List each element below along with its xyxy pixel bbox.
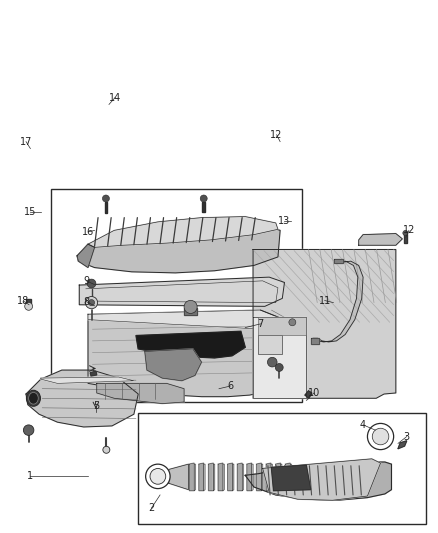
Circle shape	[146, 464, 170, 489]
Circle shape	[184, 300, 197, 313]
Text: 16: 16	[82, 227, 94, 237]
Polygon shape	[253, 317, 306, 398]
Polygon shape	[404, 233, 407, 243]
Circle shape	[103, 446, 110, 453]
Bar	[51, 189, 302, 402]
Text: 11: 11	[318, 295, 331, 305]
Text: 6: 6	[227, 381, 233, 391]
Polygon shape	[261, 464, 263, 491]
Polygon shape	[311, 338, 319, 344]
Circle shape	[276, 364, 283, 372]
Text: 8: 8	[83, 296, 89, 306]
Polygon shape	[237, 463, 242, 491]
Circle shape	[150, 469, 166, 484]
Polygon shape	[77, 224, 280, 273]
Polygon shape	[305, 391, 311, 398]
Text: 9: 9	[83, 276, 89, 286]
Circle shape	[85, 296, 98, 309]
Polygon shape	[233, 464, 234, 491]
Polygon shape	[169, 464, 188, 490]
Text: 12: 12	[403, 225, 415, 236]
Polygon shape	[26, 370, 138, 427]
Text: 17: 17	[20, 136, 32, 147]
Polygon shape	[145, 349, 201, 381]
Circle shape	[87, 279, 96, 288]
Polygon shape	[359, 233, 403, 245]
Polygon shape	[247, 463, 252, 491]
Polygon shape	[194, 464, 195, 491]
Polygon shape	[218, 463, 223, 491]
Polygon shape	[90, 371, 97, 376]
Circle shape	[25, 302, 32, 310]
Polygon shape	[199, 463, 204, 491]
Text: 4: 4	[360, 420, 366, 430]
Text: 3: 3	[404, 432, 410, 441]
Text: 7: 7	[258, 319, 264, 329]
Text: 13: 13	[278, 216, 290, 227]
Polygon shape	[252, 464, 253, 491]
Circle shape	[289, 319, 296, 326]
Polygon shape	[79, 277, 285, 306]
Polygon shape	[88, 310, 285, 397]
Polygon shape	[223, 464, 224, 491]
Polygon shape	[276, 463, 281, 491]
Ellipse shape	[26, 390, 40, 406]
Polygon shape	[202, 201, 205, 212]
Polygon shape	[242, 464, 244, 491]
Text: 14: 14	[109, 93, 121, 102]
Polygon shape	[88, 310, 285, 329]
Circle shape	[372, 428, 389, 445]
Circle shape	[403, 230, 408, 236]
Polygon shape	[77, 244, 95, 268]
Text: 15: 15	[24, 207, 36, 217]
Polygon shape	[263, 459, 381, 500]
Polygon shape	[272, 465, 311, 491]
Polygon shape	[398, 441, 407, 449]
Polygon shape	[313, 261, 363, 342]
Polygon shape	[204, 464, 205, 491]
Polygon shape	[41, 377, 134, 383]
Bar	[138, 413, 426, 524]
Polygon shape	[271, 464, 272, 491]
Polygon shape	[266, 463, 271, 491]
Polygon shape	[245, 462, 392, 500]
Text: 18: 18	[17, 296, 29, 306]
Ellipse shape	[28, 392, 38, 404]
Bar	[258, 335, 283, 354]
Circle shape	[88, 300, 95, 306]
Circle shape	[268, 357, 277, 367]
Polygon shape	[26, 300, 31, 304]
Polygon shape	[257, 463, 261, 491]
Circle shape	[23, 425, 34, 435]
Polygon shape	[136, 332, 245, 358]
Polygon shape	[228, 463, 233, 491]
Circle shape	[200, 195, 207, 202]
Polygon shape	[290, 464, 291, 491]
Polygon shape	[189, 463, 194, 491]
Text: 10: 10	[308, 388, 320, 398]
Circle shape	[367, 423, 394, 450]
Bar	[258, 317, 306, 335]
Text: 12: 12	[270, 130, 283, 140]
Polygon shape	[88, 216, 278, 247]
Polygon shape	[208, 463, 213, 491]
Text: 1: 1	[27, 471, 33, 481]
Polygon shape	[97, 383, 184, 403]
Polygon shape	[213, 464, 215, 491]
Polygon shape	[281, 464, 282, 491]
Polygon shape	[184, 308, 197, 316]
Polygon shape	[253, 249, 396, 398]
Text: 5: 5	[93, 401, 99, 411]
Circle shape	[102, 195, 110, 202]
Polygon shape	[286, 463, 290, 491]
Polygon shape	[334, 259, 343, 263]
Text: 2: 2	[148, 503, 155, 513]
Polygon shape	[105, 201, 107, 213]
